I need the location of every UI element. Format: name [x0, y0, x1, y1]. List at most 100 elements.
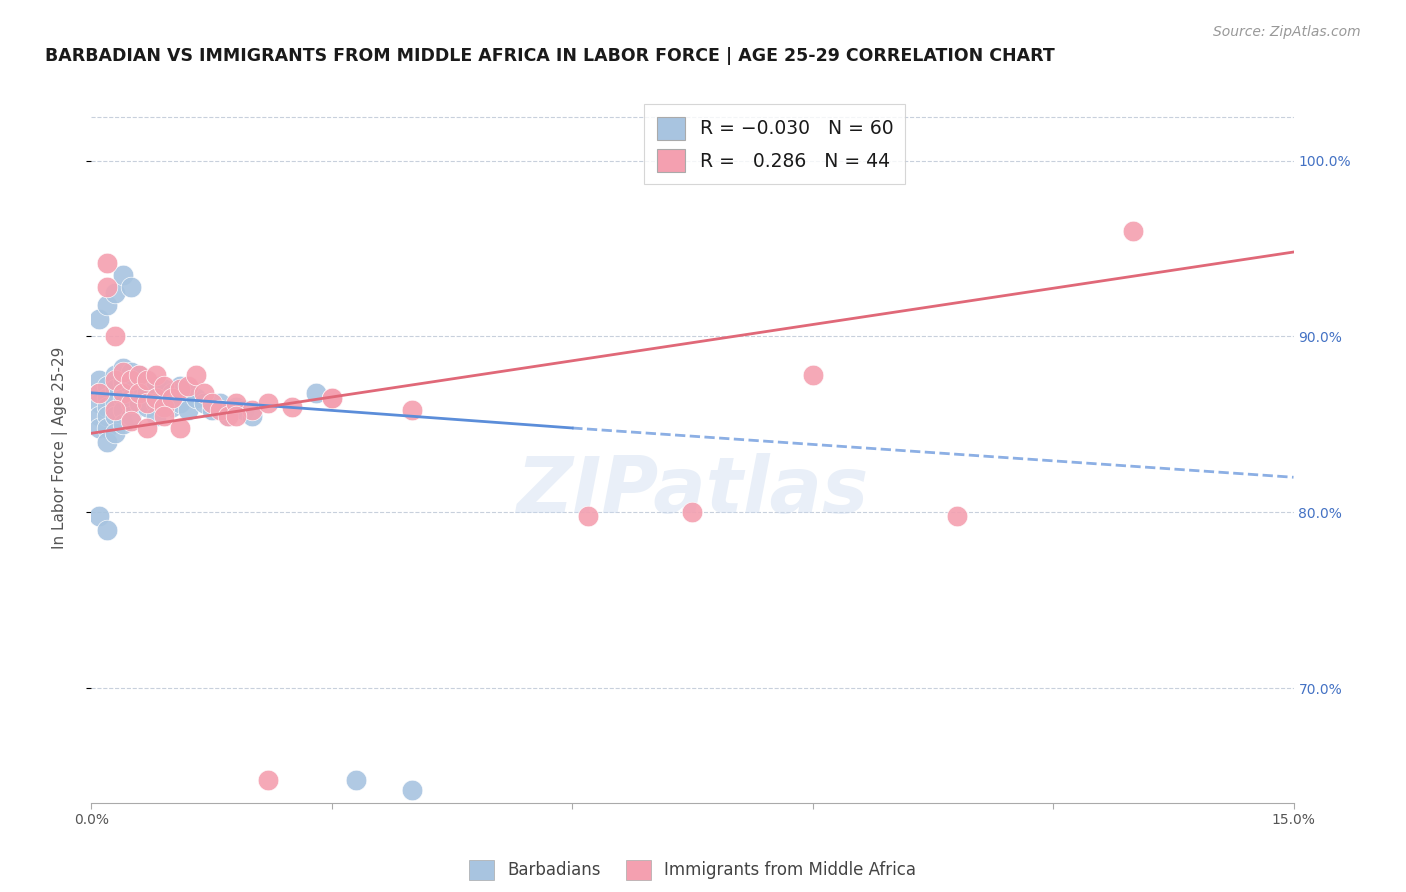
Point — [160, 400, 183, 414]
Legend: Barbadians, Immigrants from Middle Africa: Barbadians, Immigrants from Middle Afric… — [463, 853, 922, 887]
Point — [112, 391, 135, 405]
Point — [145, 368, 167, 383]
Point — [576, 508, 599, 523]
Point — [145, 378, 167, 392]
Point — [401, 783, 423, 797]
Point — [240, 409, 263, 423]
Point — [225, 396, 247, 410]
Point — [96, 255, 118, 269]
Point — [121, 374, 143, 388]
Point — [104, 426, 127, 441]
Point — [96, 409, 118, 423]
Point — [401, 403, 423, 417]
Point — [176, 403, 198, 417]
Point — [89, 508, 111, 523]
Point — [128, 382, 150, 396]
Point — [256, 772, 278, 787]
Point — [112, 361, 135, 376]
Point — [169, 378, 191, 392]
Point — [305, 385, 328, 400]
Point — [160, 391, 183, 405]
Point — [176, 378, 198, 392]
Point — [104, 368, 127, 383]
Point — [217, 409, 239, 423]
Point — [104, 382, 127, 396]
Point — [121, 414, 143, 428]
Point — [152, 378, 174, 392]
Point — [145, 396, 167, 410]
Text: ZIPatlas: ZIPatlas — [516, 453, 869, 529]
Point — [121, 391, 143, 405]
Point — [256, 396, 278, 410]
Point — [121, 409, 143, 423]
Point — [176, 385, 198, 400]
Point — [217, 409, 239, 423]
Point — [225, 400, 247, 414]
Point — [96, 421, 118, 435]
Point — [121, 280, 143, 294]
Point — [104, 285, 127, 300]
Point — [128, 368, 150, 383]
Point — [321, 391, 343, 405]
Point — [136, 400, 159, 414]
Point — [112, 385, 135, 400]
Point — [136, 374, 159, 388]
Point — [681, 506, 703, 520]
Point — [96, 435, 118, 450]
Point — [89, 374, 111, 388]
Point — [89, 385, 111, 400]
Point — [169, 396, 191, 410]
Point — [136, 385, 159, 400]
Point — [281, 400, 304, 414]
Point — [1122, 224, 1144, 238]
Point — [208, 403, 231, 417]
Point — [136, 396, 159, 410]
Point — [96, 391, 118, 405]
Point — [344, 772, 367, 787]
Point — [169, 382, 191, 396]
Point — [201, 396, 224, 410]
Point — [104, 374, 127, 388]
Point — [152, 382, 174, 396]
Point — [225, 409, 247, 423]
Point — [208, 396, 231, 410]
Point — [89, 385, 111, 400]
Point — [104, 329, 127, 343]
Point — [104, 396, 127, 410]
Point — [112, 376, 135, 390]
Point — [184, 368, 207, 383]
Point — [128, 385, 150, 400]
Point — [89, 396, 111, 410]
Point — [96, 280, 118, 294]
Point — [112, 365, 135, 379]
Point — [96, 298, 118, 312]
Text: BARBADIAN VS IMMIGRANTS FROM MIDDLE AFRICA IN LABOR FORCE | AGE 25-29 CORRELATIO: BARBADIAN VS IMMIGRANTS FROM MIDDLE AFRI… — [45, 47, 1054, 65]
Point — [160, 385, 183, 400]
Point — [232, 403, 254, 417]
Point — [96, 400, 118, 414]
Point — [89, 312, 111, 326]
Point — [128, 368, 150, 383]
Point — [112, 403, 135, 417]
Point — [184, 391, 207, 405]
Point — [96, 523, 118, 537]
Point — [112, 417, 135, 432]
Point — [193, 385, 215, 400]
Y-axis label: In Labor Force | Age 25-29: In Labor Force | Age 25-29 — [52, 347, 67, 549]
Point — [121, 378, 143, 392]
Point — [89, 409, 111, 423]
Point — [240, 403, 263, 417]
Point — [152, 409, 174, 423]
Point — [946, 508, 969, 523]
Point — [136, 374, 159, 388]
Point — [801, 368, 824, 383]
Point — [169, 421, 191, 435]
Point — [112, 268, 135, 282]
Point — [145, 409, 167, 423]
Point — [121, 365, 143, 379]
Point — [128, 396, 150, 410]
Point — [104, 409, 127, 423]
Point — [136, 421, 159, 435]
Point — [152, 400, 174, 414]
Point — [96, 378, 118, 392]
